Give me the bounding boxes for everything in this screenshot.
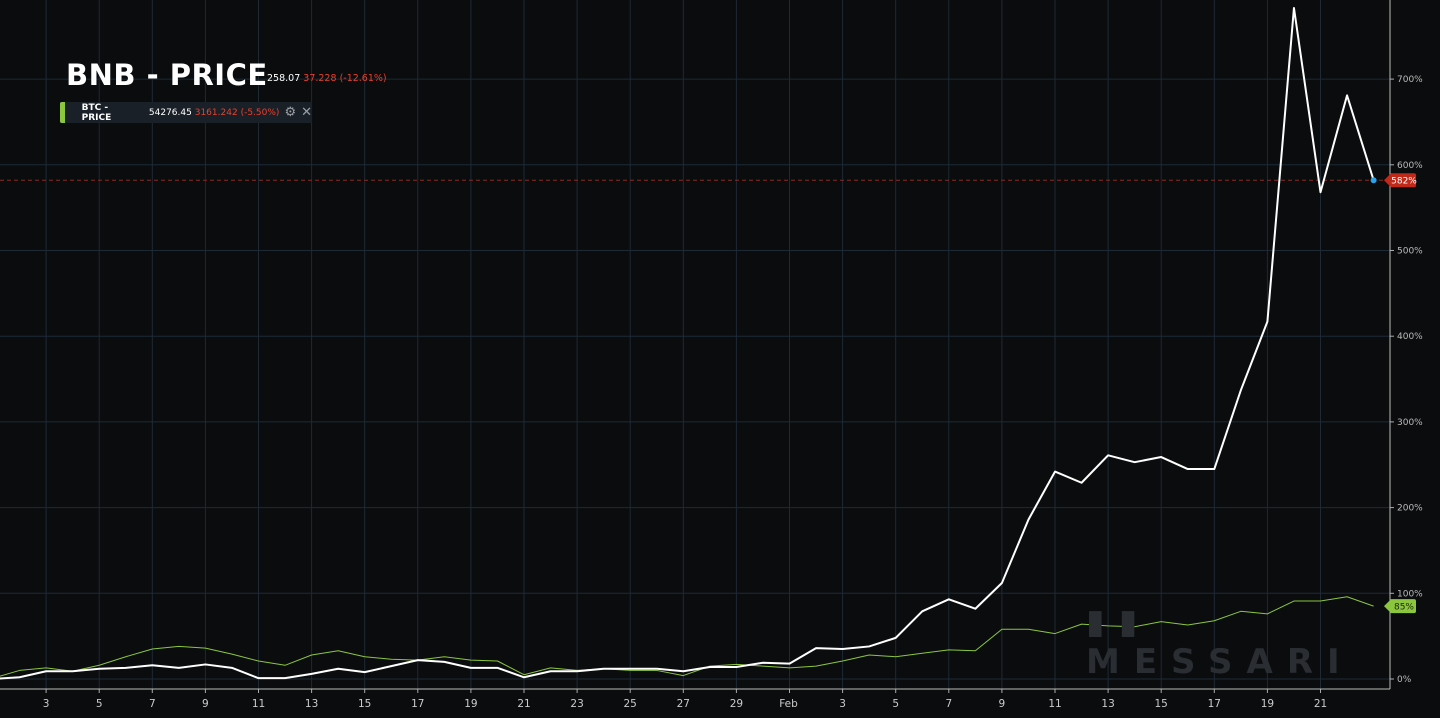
btc-change: 3161.242 <box>194 107 238 118</box>
x-tick-label: 11 <box>252 698 265 710</box>
x-tick-label: 7 <box>149 698 156 710</box>
value-badge-label: 582% <box>1391 177 1417 187</box>
y-tick-label: 400% <box>1397 332 1423 342</box>
x-tick-label: 25 <box>624 698 637 710</box>
last-point-marker <box>1370 177 1377 184</box>
x-tick-label: 9 <box>202 698 209 710</box>
x-tick-label: 19 <box>1261 698 1274 710</box>
y-tick-label: 100% <box>1397 589 1423 599</box>
x-tick-label: 9 <box>999 698 1006 710</box>
series-line-bnb <box>0 6 1375 680</box>
y-tick-label: 300% <box>1397 418 1423 428</box>
x-tick-label: 15 <box>358 698 371 710</box>
title-stats: 258.07 37.228 (-12.61%) <box>267 73 387 84</box>
btc-change-pct: (-5.50%) <box>240 107 280 118</box>
x-tick-label: 13 <box>1101 698 1114 710</box>
messari-watermark: ▮▮ MESSARI <box>1086 602 1354 682</box>
x-tick-label: Feb <box>779 698 798 710</box>
y-tick-label: 200% <box>1397 504 1423 514</box>
y-tick-label: 500% <box>1397 247 1423 257</box>
gear-icon[interactable]: ⚙ <box>284 105 297 120</box>
x-tick-label: 3 <box>839 698 846 710</box>
bnb-change: 37.228 <box>303 73 337 84</box>
x-tick-label: 5 <box>892 698 899 710</box>
x-tick-label: 3 <box>43 698 50 710</box>
series-line-btc <box>0 596 1374 677</box>
bnb-price: 258.07 <box>267 73 301 84</box>
y-tick-label: 600% <box>1397 161 1423 171</box>
chart-title: BNB - PRICE <box>66 58 268 92</box>
value-badge-label: 85% <box>1394 603 1414 613</box>
series-color-swatch <box>60 102 65 123</box>
x-tick-label: 29 <box>730 698 743 710</box>
legend-name: BTC - PRICE <box>81 102 112 123</box>
close-icon[interactable]: ✕ <box>301 105 312 120</box>
x-tick-label: 27 <box>677 698 690 710</box>
x-tick-label: 19 <box>464 698 477 710</box>
x-tick-label: 21 <box>1314 698 1327 710</box>
x-tick-label: 17 <box>411 698 424 710</box>
x-tick-label: 7 <box>945 698 952 710</box>
legend-item-btc[interactable]: BTC - PRICE 54276.45 3161.242 (-5.50%) ⚙… <box>60 102 312 123</box>
y-tick-label: 0% <box>1397 675 1412 685</box>
x-tick-label: 5 <box>96 698 103 710</box>
value-badge <box>1384 599 1416 614</box>
x-tick-label: 13 <box>305 698 318 710</box>
x-tick-label: 21 <box>517 698 530 710</box>
x-tick-label: 23 <box>570 698 583 710</box>
x-tick-label: 17 <box>1208 698 1221 710</box>
x-tick-label: 11 <box>1048 698 1061 710</box>
x-tick-label: 15 <box>1155 698 1168 710</box>
btc-price: 54276.45 <box>148 107 192 118</box>
bnb-change-pct: (-12.61%) <box>339 73 387 84</box>
value-badge <box>1384 173 1416 188</box>
y-tick-label: 700% <box>1397 75 1423 85</box>
